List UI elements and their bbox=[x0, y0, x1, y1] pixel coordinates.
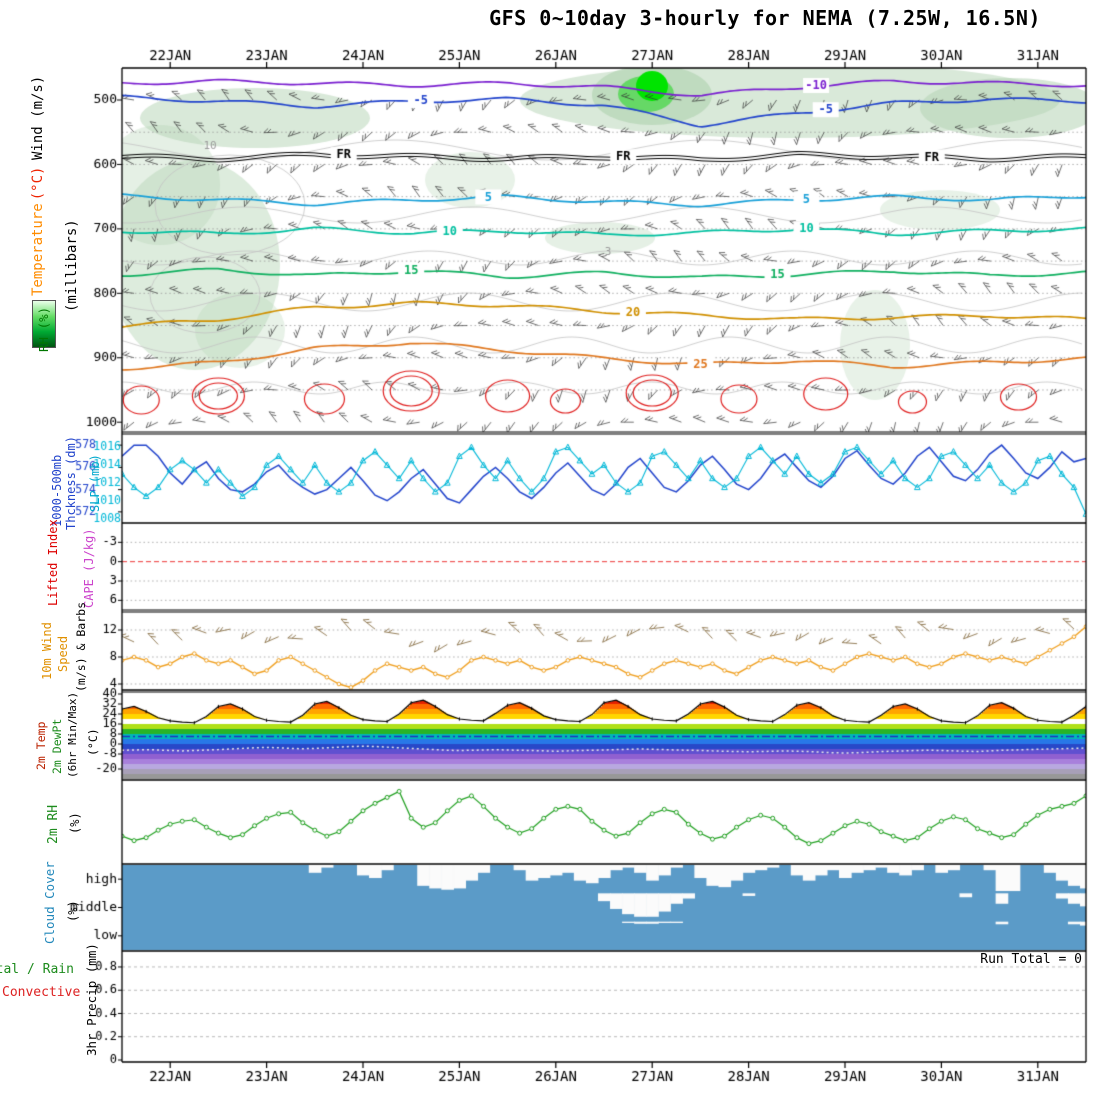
millibars-label: (millibars) bbox=[64, 219, 80, 312]
wind-label: Wind (m/s) bbox=[30, 75, 46, 160]
cloud-axis-label: Cloud Cover bbox=[42, 861, 57, 944]
wind10m-axis-label-2: Speed bbox=[56, 636, 70, 672]
wind10m-label-2: Speed bbox=[56, 635, 70, 672]
cape-label: CAPE (J/kg) bbox=[82, 528, 96, 608]
precip-total-label: Total / Rain bbox=[0, 962, 74, 977]
thickness-label-1: 1000-500mb bbox=[50, 454, 64, 527]
rh-label: RH (%) bbox=[36, 306, 51, 352]
run-total-text: Run Total = 0 bbox=[980, 952, 1082, 967]
t-units-label: (°C) bbox=[86, 728, 100, 756]
precip-units-label: 3hr Precip (mm) bbox=[84, 943, 99, 1056]
wind10m-axis-label-3: (m/s) & Barbs bbox=[74, 602, 88, 692]
rh-legend-swatch bbox=[32, 300, 56, 348]
minmax-label: (6hr Min/Max) bbox=[66, 691, 79, 778]
wind10m-label-1: 10m Wind bbox=[40, 622, 54, 680]
rh2m-axis-label: 2m RH bbox=[46, 805, 61, 844]
precip-convective-label: Convective bbox=[2, 985, 81, 1000]
thickness-axis-label-2: Thckness (dm) bbox=[64, 436, 78, 530]
chart-title: GFS 0~10day 3-hourly for NEMA (7.25W, 16… bbox=[489, 6, 1041, 30]
td2m-axis-label: 2m DewPt bbox=[50, 719, 64, 774]
pct2-label: (%) bbox=[66, 900, 80, 922]
temperature-label: Temperature bbox=[30, 203, 46, 296]
t2m-axis-label: 2m Temp bbox=[34, 722, 48, 770]
minmax-axis-label: (6hr Min/Max) bbox=[66, 692, 79, 778]
degc-label: (°C) bbox=[30, 166, 46, 201]
rh-axis-label: RH (%) bbox=[36, 307, 51, 352]
thickness-label-2: Thckness (dm) bbox=[64, 436, 78, 530]
wind-axis-label: Wind (m/s) bbox=[30, 76, 46, 160]
wind10m-axis-label-1: 10m Wind bbox=[40, 622, 54, 680]
slp-axis-label: SLP (mb) bbox=[88, 454, 102, 512]
thickness-axis-label-1: 1000-500mb bbox=[50, 455, 64, 527]
temperature-axis-label: Temperature (°C) bbox=[30, 167, 46, 296]
td2m-label: 2m DewPt bbox=[50, 718, 64, 774]
millibars-axis-label: (millibars) bbox=[64, 219, 80, 312]
cloud-units-label: (%) bbox=[66, 900, 80, 922]
slp-label: SLP (mb) bbox=[88, 454, 102, 512]
t2m-units-label: (°C) bbox=[86, 728, 100, 756]
wind10m-label-3: (m/s) & Barbs bbox=[74, 601, 88, 692]
lifted-index-axis-label: Lifted Index bbox=[46, 519, 60, 606]
precip-total-label-wrap: Total / Rain bbox=[0, 962, 74, 977]
cloud-label: Cloud Cover bbox=[42, 861, 57, 944]
rh2m-label: 2m RH bbox=[46, 804, 61, 844]
lifted-index-label: Lifted Index bbox=[46, 519, 60, 606]
pct1-label: (%) bbox=[68, 812, 82, 834]
cape-axis-label: CAPE (J/kg) bbox=[82, 529, 96, 608]
rh2m-units-label: (%) bbox=[68, 812, 82, 834]
t2m-label: 2m Temp bbox=[34, 721, 48, 770]
precip-axis-label: 3hr Precip (mm) bbox=[84, 943, 99, 1056]
precip-conv-label-wrap: Convective bbox=[2, 985, 80, 1000]
